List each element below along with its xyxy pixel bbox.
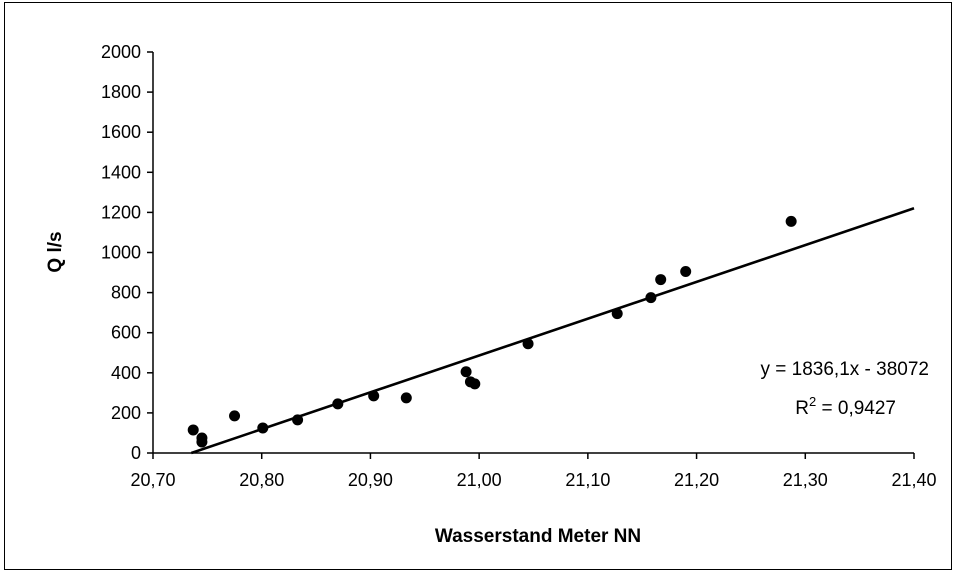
x-tick-label: 20,80 <box>239 470 284 490</box>
trendline <box>190 207 915 455</box>
trendline-equation: y = 1836,1x - 38072 <box>761 359 930 380</box>
y-tick-label: 600 <box>111 323 141 343</box>
y-tick-label: 1400 <box>101 162 141 182</box>
data-point <box>680 266 692 278</box>
y-tick-label: 1200 <box>101 202 141 222</box>
data-point <box>257 422 269 434</box>
data-point <box>655 274 667 286</box>
trendline-layer <box>190 207 915 455</box>
y-tick-label: 800 <box>111 283 141 303</box>
data-point <box>229 410 241 422</box>
x-tick-label: 21,00 <box>457 470 502 490</box>
x-tick-label: 21,20 <box>674 470 719 490</box>
x-tick-label: 20,90 <box>348 470 393 490</box>
r2-value: = 0,9427 <box>816 398 896 419</box>
data-point <box>785 215 797 227</box>
y-tick-label: 1000 <box>101 243 141 263</box>
data-point <box>187 424 199 436</box>
data-point <box>460 366 472 378</box>
data-point <box>522 338 534 350</box>
y-axis-title: Q l/s <box>45 231 66 272</box>
x-tick-label: 20,70 <box>130 470 175 490</box>
chart-frame <box>4 2 952 570</box>
y-tick-label: 0 <box>131 443 141 463</box>
data-point <box>368 390 380 402</box>
data-point <box>196 436 208 448</box>
x-axis-title: Wasserstand Meter NN <box>435 526 641 547</box>
r2-exponent: 2 <box>809 394 816 409</box>
trendline-r-squared: R2 = 0,9427 <box>795 394 896 419</box>
y-tick-label: 1600 <box>101 122 141 142</box>
y-tick-label: 2000 <box>101 42 141 62</box>
y-tick-label: 200 <box>111 403 141 423</box>
axes: 0 200 400 600 800 1000 1200 1400 1600 1800 2000 20,… <box>101 42 937 490</box>
x-tick-label: 21,40 <box>891 470 936 490</box>
data-point <box>645 292 657 304</box>
x-tick-label: 21,30 <box>783 470 828 490</box>
x-tick-label: 21,10 <box>565 470 610 490</box>
data-points <box>187 215 797 448</box>
y-tick-label: 1800 <box>101 82 141 102</box>
data-point <box>469 378 481 390</box>
data-point <box>292 414 304 426</box>
data-point <box>611 308 623 320</box>
data-point <box>400 392 412 404</box>
data-point <box>332 398 344 410</box>
y-tick-label: 400 <box>111 363 141 383</box>
r2-prefix: R <box>795 398 809 419</box>
